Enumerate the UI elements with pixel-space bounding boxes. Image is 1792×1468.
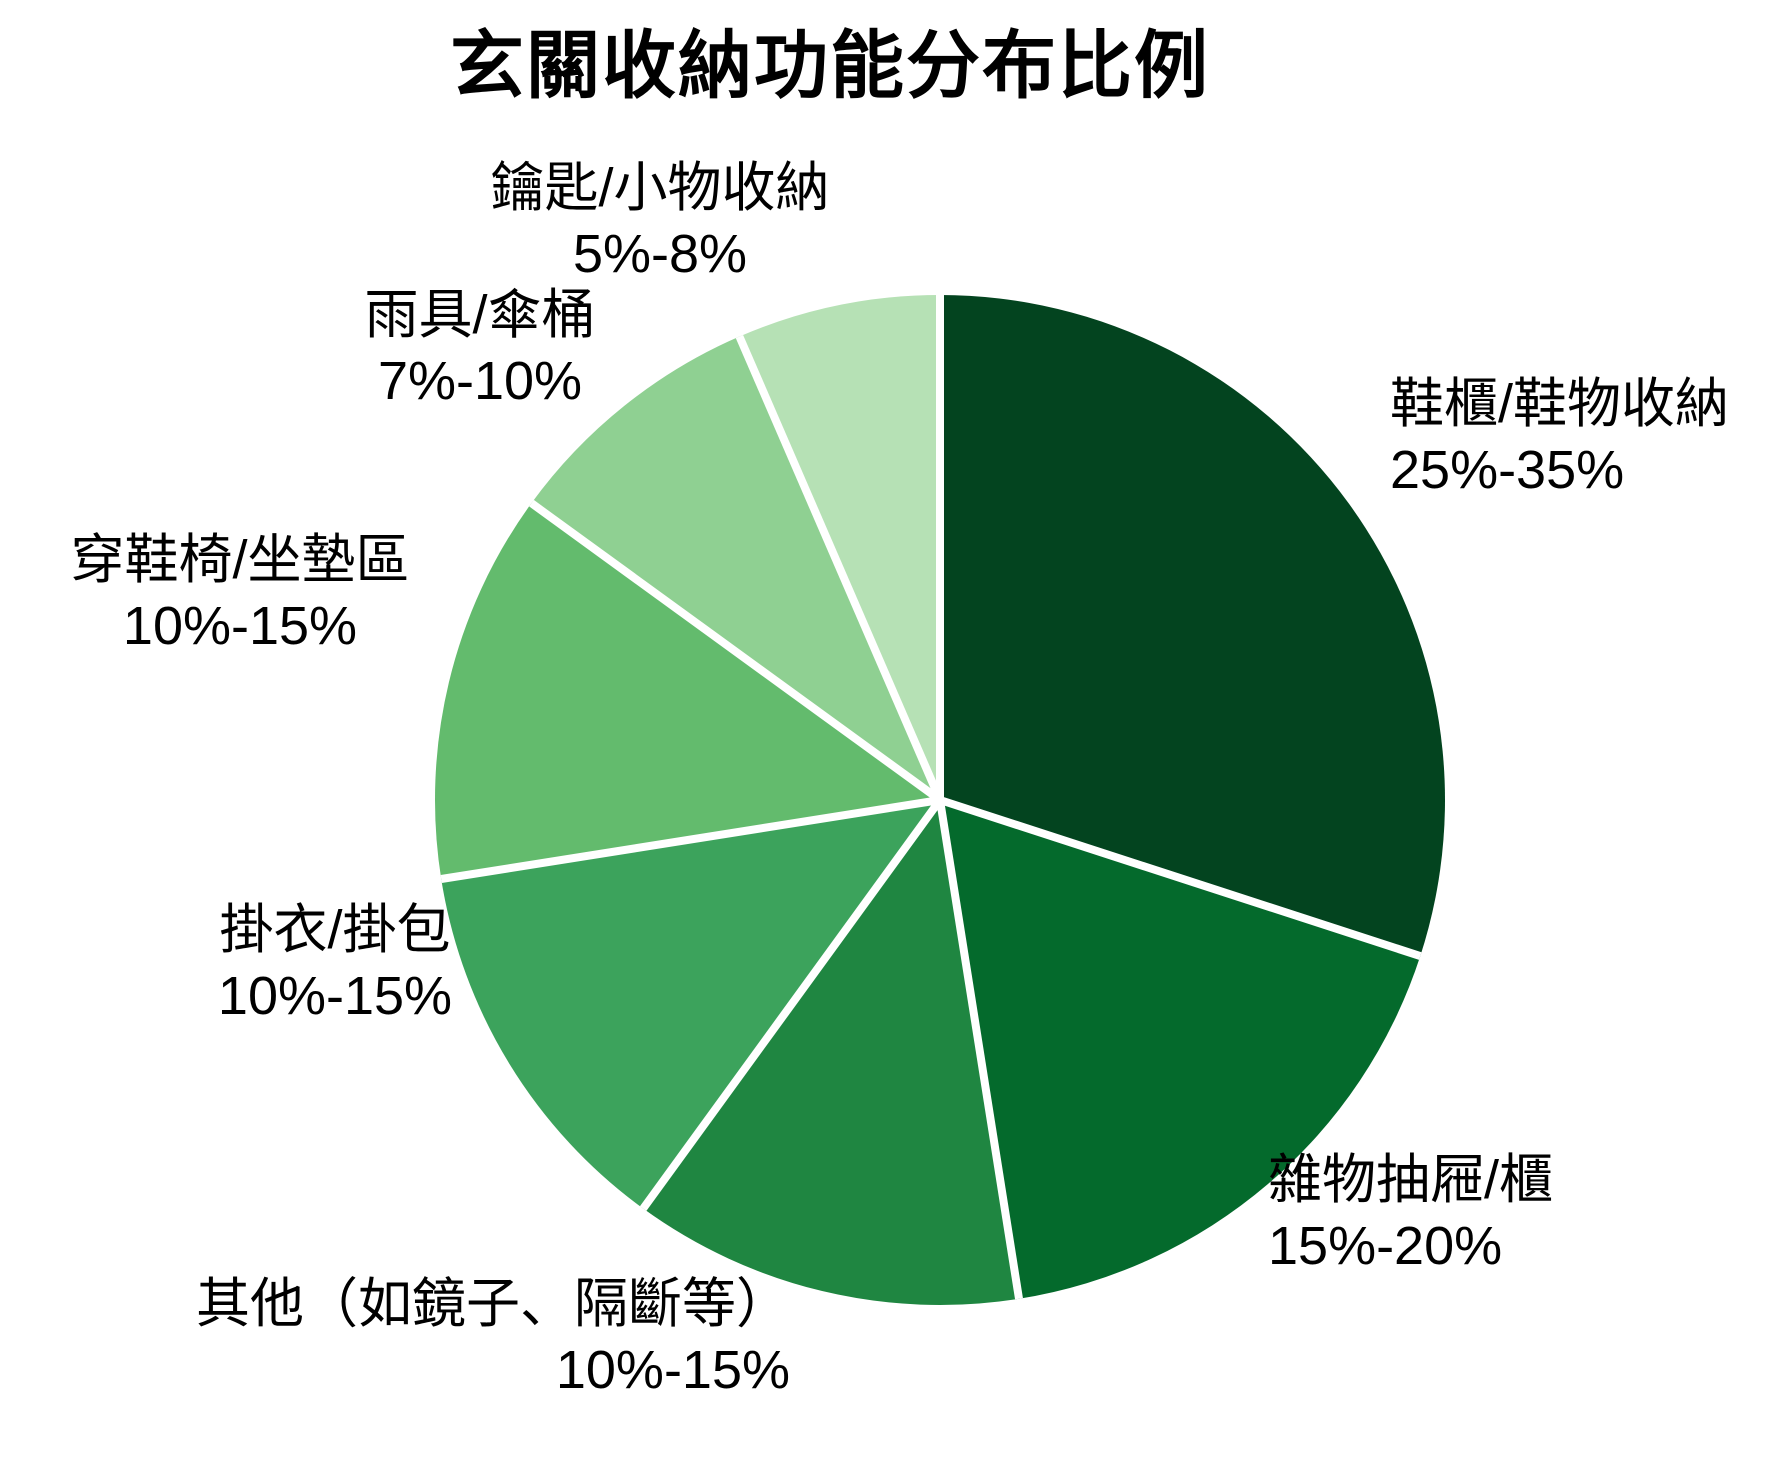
slice-label-range: 5%-8% (572, 223, 748, 284)
slice-separator (639, 797, 944, 1211)
slice-separator (735, 334, 944, 802)
slice-label-text: 其他（如鏡子、隔斷等） (196, 1274, 790, 1334)
chart-title: 玄關收納功能分布比例 (450, 24, 1210, 107)
slice-label-text: 雜物抽屜/櫃 (1268, 1150, 1554, 1210)
slice-label-range: 25%-35% (1390, 439, 1625, 500)
slice-label-hanging: 掛衣/掛包 10%-15% (135, 898, 535, 1030)
slice-label-bench: 穿鞋椅/坐墊區 10%-15% (15, 528, 465, 660)
slice-label-range: 10%-15% (122, 595, 358, 656)
slice-label-range: 15%-20% (1268, 1215, 1503, 1276)
slice-separator (529, 499, 943, 804)
pie-slice (643, 800, 1019, 1305)
slice-separator (938, 796, 1422, 960)
pie-slice (531, 336, 940, 800)
pie-slice (940, 295, 1445, 957)
pie-slice (940, 800, 1421, 1299)
slice-label-text: 掛衣/掛包 (219, 900, 451, 960)
pie-slice (739, 295, 940, 800)
slice-label-range: 10%-15% (217, 965, 453, 1026)
slice-label-umbrella: 雨具/傘桶 7%-10% (280, 283, 680, 415)
slice-separator (440, 796, 941, 883)
slice-label-text: 鞋櫃/鞋物收納 (1390, 374, 1730, 434)
slice-label-range: 7%-10% (377, 350, 583, 411)
pie-slice (441, 800, 940, 1209)
slice-label-shoe-storage: 鞋櫃/鞋物收納 25%-35% (1390, 372, 1729, 504)
slice-label-text: 穿鞋椅/坐墊區 (70, 530, 410, 590)
slice-label-drawer-cabinet: 雜物抽屜/櫃 15%-20% (1268, 1148, 1553, 1280)
slice-label-keys: 鑰匙/小物收納 5%-8% (400, 156, 920, 288)
slice-label-text: 鑰匙/小物收納 (490, 158, 830, 218)
slice-separator (936, 799, 1023, 1300)
slice-label-text: 雨具/傘桶 (364, 285, 596, 345)
slice-label-range: 10%-15% (555, 1339, 790, 1400)
slice-label-other: 其他（如鏡子、隔斷等） 10%-15% (160, 1272, 790, 1404)
pie-slice (434, 503, 940, 879)
